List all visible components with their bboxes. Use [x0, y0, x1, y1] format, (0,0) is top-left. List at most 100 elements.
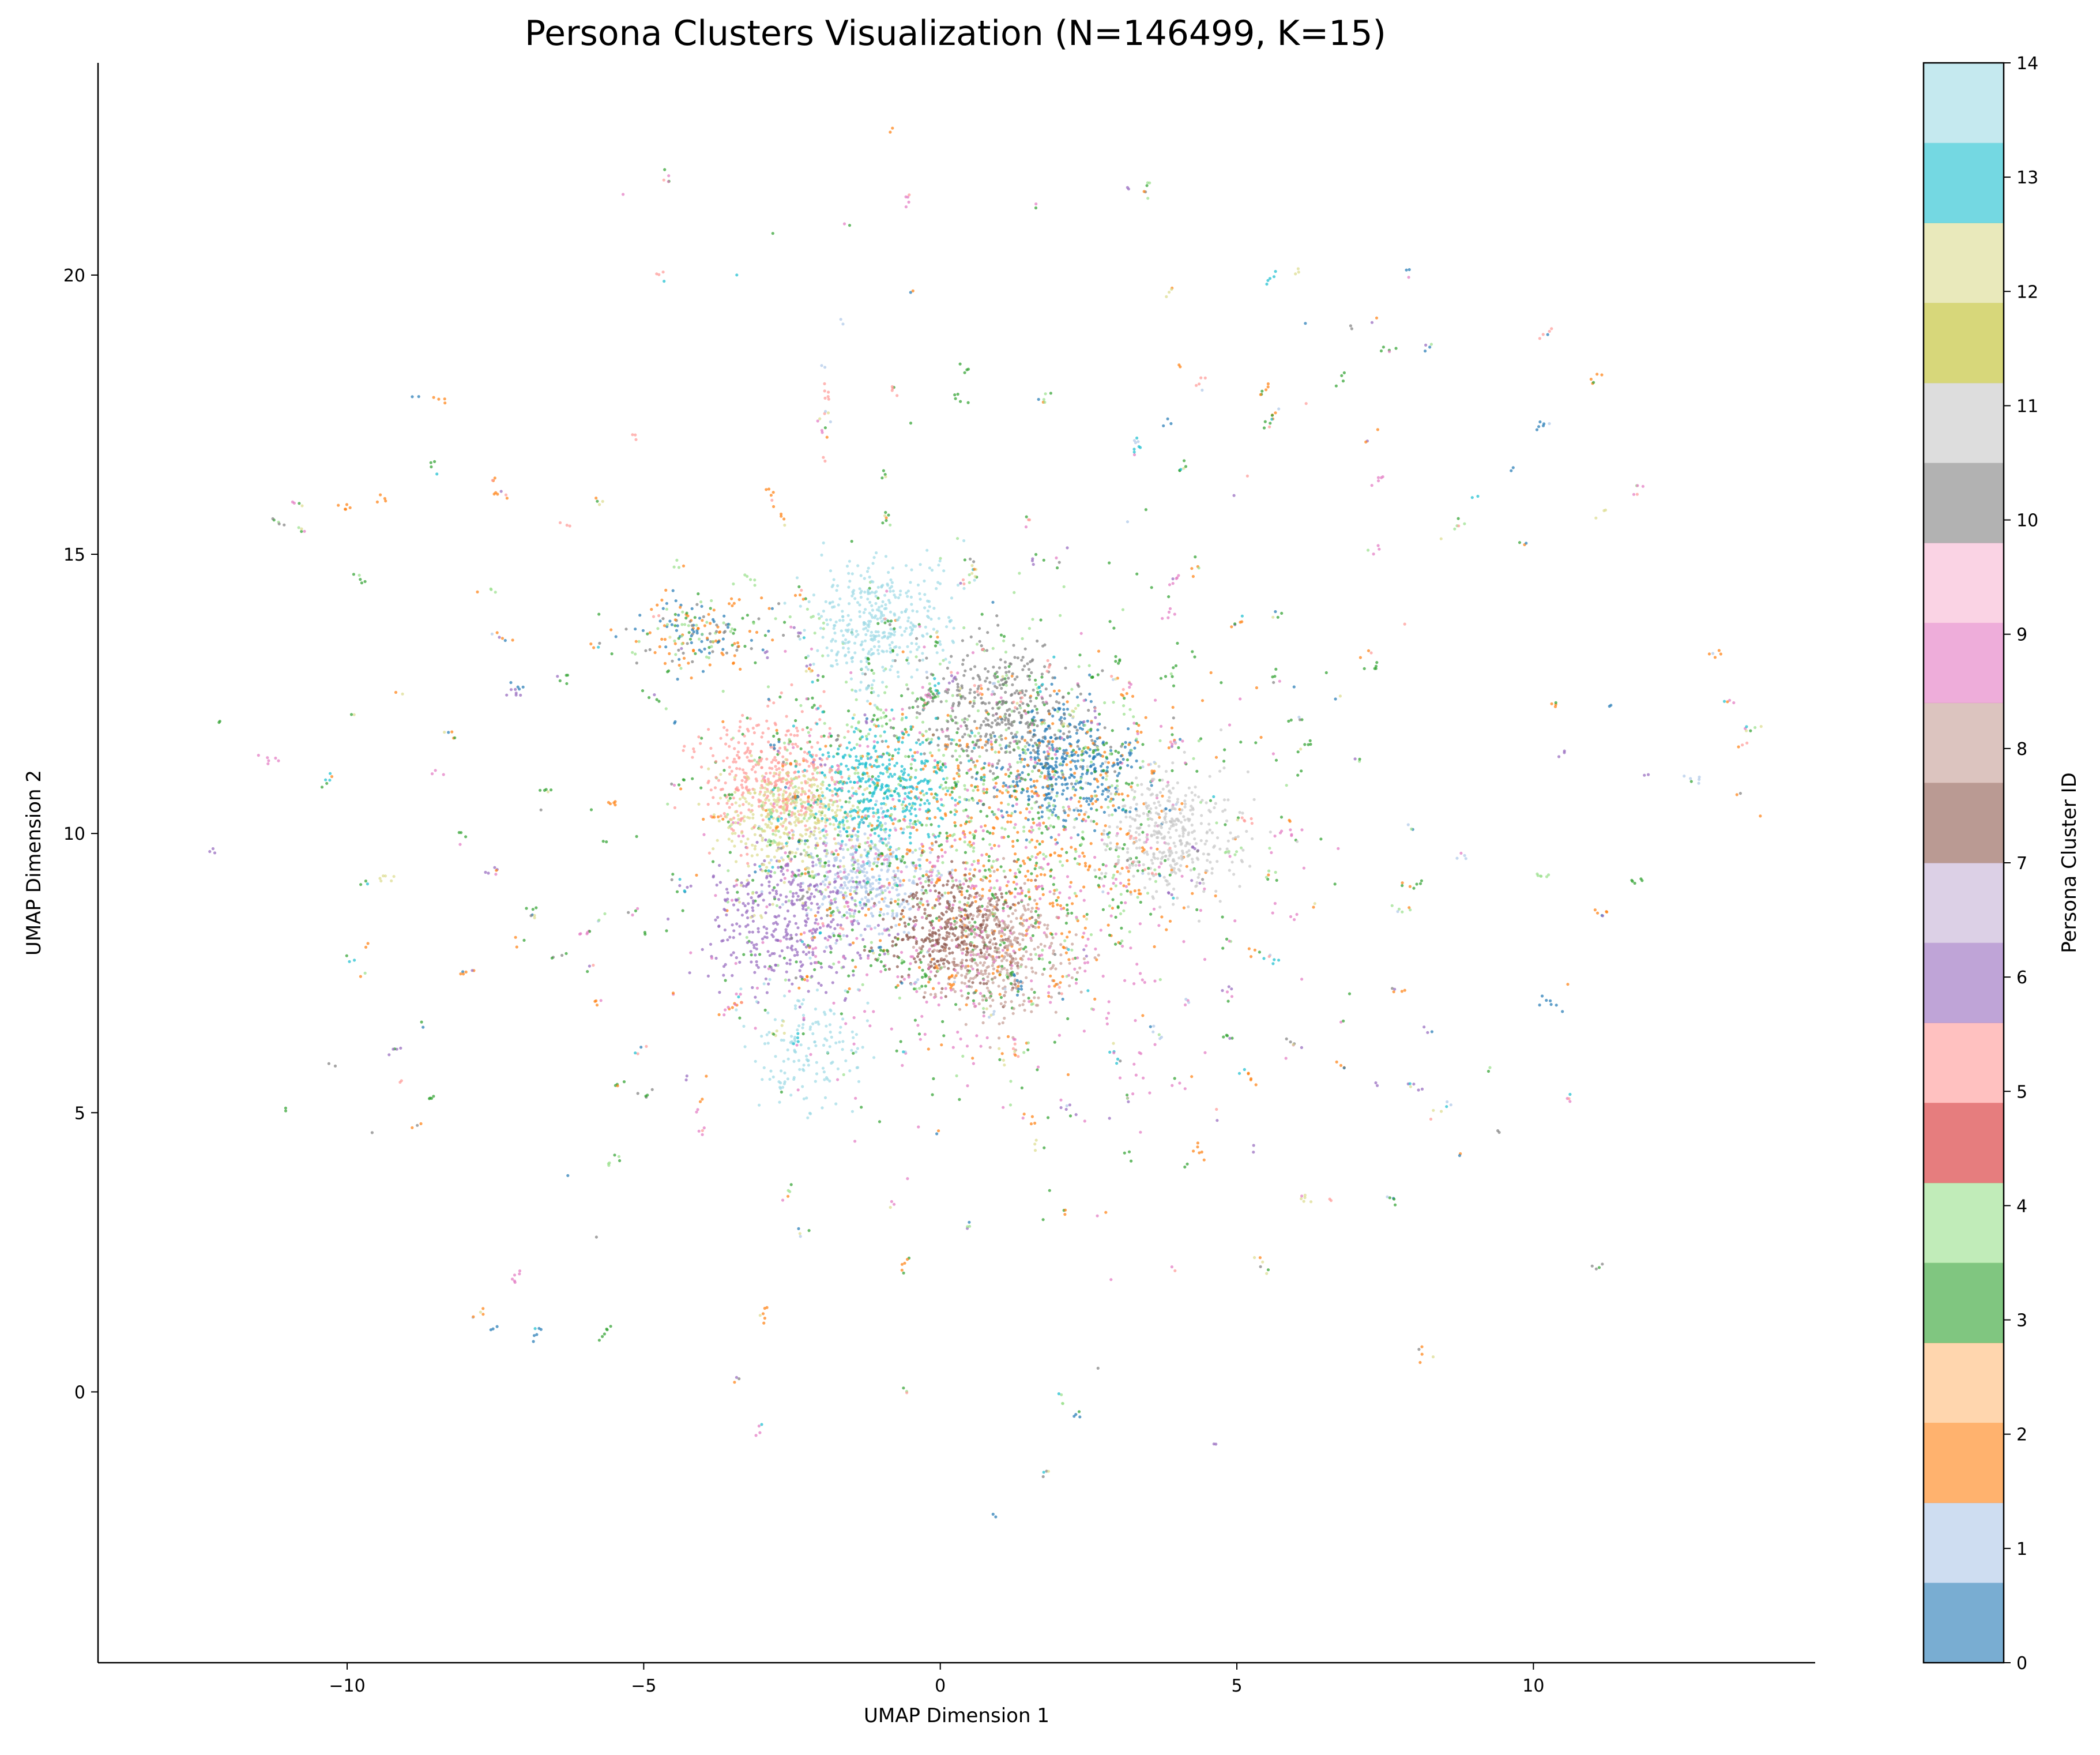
- point-cluster-8: [1006, 946, 1009, 950]
- point-cluster-4: [925, 891, 928, 895]
- point-cluster-9: [808, 734, 811, 738]
- point-cluster-8: [979, 905, 982, 909]
- point-cluster-3: [1066, 903, 1069, 907]
- point-cluster-5: [784, 747, 787, 751]
- point-cluster-2: [1091, 802, 1094, 806]
- point-cluster-3: [1068, 1114, 1072, 1118]
- point-cluster-1: [908, 908, 912, 911]
- point-cluster-4: [799, 704, 803, 707]
- point-cluster-11: [1161, 851, 1164, 855]
- point-cluster-3: [1124, 781, 1128, 785]
- point-cluster-7: [922, 954, 925, 958]
- point-cluster-9: [906, 1177, 909, 1181]
- point-cluster-7: [927, 937, 931, 941]
- point-cluster-6: [819, 882, 823, 886]
- point-cluster-4: [1075, 779, 1078, 783]
- point-cluster-5: [811, 806, 814, 809]
- point-cluster-4: [1010, 784, 1013, 788]
- point-cluster-10: [996, 717, 1000, 720]
- point-cluster-10: [893, 734, 896, 738]
- point-cluster-9: [885, 589, 889, 593]
- point-cluster-1: [913, 869, 917, 873]
- point-cluster-4: [1031, 828, 1034, 832]
- point-cluster-7: [934, 974, 937, 978]
- point-cluster-6: [767, 880, 771, 884]
- point-cluster-0: [1040, 815, 1044, 818]
- point-cluster-9: [1083, 1119, 1086, 1123]
- point-cluster-4: [966, 901, 970, 905]
- point-cluster-4: [1146, 892, 1150, 895]
- point-cluster-1: [911, 851, 914, 854]
- point-cluster-9: [1030, 979, 1033, 983]
- point-cluster-11: [1102, 842, 1106, 845]
- point-cluster-6: [794, 922, 797, 925]
- point-cluster-3: [665, 929, 668, 933]
- point-cluster-10: [1026, 662, 1029, 666]
- point-cluster-3: [919, 798, 923, 802]
- point-cluster-9: [851, 856, 855, 859]
- point-cluster-3: [1324, 671, 1328, 674]
- point-cluster-0: [1051, 746, 1055, 749]
- point-cluster-1: [781, 903, 785, 906]
- point-cluster-2: [1255, 686, 1258, 690]
- point-cluster-3: [727, 820, 730, 824]
- point-cluster-1: [823, 883, 827, 886]
- point-cluster-0: [1013, 810, 1017, 813]
- point-cluster-10: [1001, 683, 1004, 686]
- point-cluster-4: [1016, 761, 1019, 764]
- point-cluster-9: [918, 731, 921, 734]
- point-cluster-5: [781, 824, 785, 828]
- point-cluster-2: [1161, 794, 1164, 798]
- point-cluster-7: [909, 935, 912, 939]
- point-cluster-5: [770, 766, 774, 771]
- point-cluster-9: [1337, 847, 1340, 850]
- point-cluster-10: [946, 720, 950, 723]
- point-cluster-9: [1021, 1117, 1025, 1120]
- point-cluster-4: [1059, 860, 1062, 863]
- point-cluster-6: [796, 883, 800, 886]
- point-cluster-1: [886, 870, 889, 873]
- point-cluster-0: [1072, 775, 1076, 779]
- point-cluster-9: [1038, 954, 1041, 958]
- point-cluster-3: [1048, 961, 1052, 964]
- point-cluster-9: [869, 833, 872, 837]
- point-cluster-9: [907, 975, 910, 979]
- point-cluster-1: [863, 832, 867, 836]
- point-cluster-8: [981, 994, 984, 998]
- point-cluster-9: [1143, 980, 1146, 984]
- point-cluster-5: [745, 785, 748, 789]
- point-cluster-5: [709, 788, 713, 792]
- point-cluster-11: [1151, 862, 1154, 865]
- point-cluster-9: [917, 908, 920, 911]
- point-cluster-2: [958, 739, 961, 742]
- point-cluster-9: [903, 797, 906, 801]
- point-cluster-9: [970, 884, 974, 888]
- point-cluster-0: [1088, 673, 1092, 677]
- point-cluster-5: [822, 690, 826, 693]
- point-cluster-9: [1015, 882, 1018, 886]
- point-cluster-10: [980, 644, 983, 648]
- point-cluster-9: [925, 900, 929, 903]
- point-cluster-10: [973, 665, 977, 668]
- point-cluster-2: [1137, 724, 1141, 727]
- point-cluster-0: [1096, 753, 1099, 756]
- point-cluster-3: [979, 810, 983, 813]
- point-cluster-4: [1111, 813, 1114, 817]
- point-cluster-4: [1111, 876, 1115, 880]
- point-cluster-4: [992, 778, 995, 781]
- point-cluster-2: [1036, 874, 1039, 878]
- point-cluster-8: [1022, 954, 1025, 958]
- point-cluster-8: [991, 981, 995, 984]
- point-cluster-1: [863, 867, 866, 870]
- point-cluster-5: [816, 741, 819, 745]
- point-cluster-10: [880, 739, 884, 743]
- point-cluster-10: [1063, 713, 1066, 716]
- point-cluster-5: [798, 762, 801, 766]
- point-cluster-8: [946, 919, 949, 923]
- point-cluster-3: [929, 823, 933, 826]
- point-cluster-10: [917, 738, 920, 742]
- point-cluster-11: [1153, 833, 1156, 836]
- point-cluster-6: [779, 893, 782, 897]
- point-cluster-9: [996, 858, 999, 861]
- point-cluster-5: [791, 742, 795, 746]
